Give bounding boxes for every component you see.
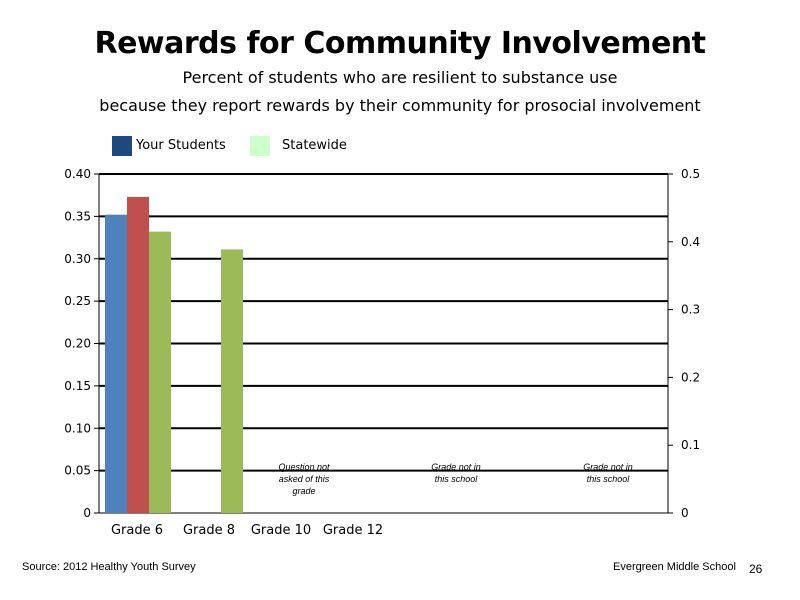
x-tick-label: Grade 12 (323, 523, 383, 538)
annotation-text: asked of this (279, 474, 330, 484)
y-tick-label: 0.30 (64, 252, 91, 266)
bar (105, 214, 127, 513)
y-tick-label: 0.25 (64, 294, 91, 308)
annotation-text: this school (587, 474, 631, 484)
legend-swatch-your-students (112, 136, 132, 156)
annotation-text: Question not (278, 462, 330, 472)
y-tick-label: 0 (83, 506, 91, 520)
annotation-text: Grade not in (583, 462, 633, 472)
page-number: 26 (749, 562, 763, 576)
source-note: Source: 2012 Healthy Youth Survey (22, 561, 196, 573)
y-tick-label: 0.05 (64, 464, 91, 478)
annotation-text: this school (435, 474, 479, 484)
y-right-tick-label: 0.4 (681, 235, 700, 249)
annotation-text: Grade not in (431, 462, 481, 472)
y-right-tick-label: 0.1 (681, 438, 700, 452)
y-tick-label: 0.35 (64, 209, 91, 223)
bar (221, 249, 243, 514)
annotation-text: grade (292, 486, 315, 496)
y-tick-label: 0.40 (64, 167, 91, 181)
y-tick-label: 0.20 (64, 337, 91, 351)
bar (149, 231, 171, 513)
bar (127, 196, 149, 513)
chart-subtitle-line-2: because they report rewards by their com… (99, 96, 701, 115)
y-tick-label: 0.10 (64, 421, 91, 435)
x-tick-label: Grade 8 (183, 523, 235, 538)
legend-label-your-students: Your Students (136, 138, 226, 153)
y-tick-label: 0.15 (64, 379, 91, 393)
x-tick-label: Grade 10 (251, 523, 311, 538)
y-right-tick-label: 0.2 (681, 370, 700, 384)
x-tick-label: Grade 6 (111, 523, 163, 538)
y-right-tick-label: 0.3 (681, 303, 700, 317)
chart-subtitle-line-1: Percent of students who are resilient to… (182, 68, 618, 87)
legend-swatch-statewide (250, 136, 270, 156)
legend-label-statewide: Statewide (282, 138, 347, 153)
chart-title: Rewards for Community Involvement (94, 26, 706, 61)
y-right-tick-label: 0 (681, 506, 689, 520)
y-right-tick-label: 0.5 (681, 167, 700, 181)
school-name: Evergreen Middle School (613, 561, 736, 573)
